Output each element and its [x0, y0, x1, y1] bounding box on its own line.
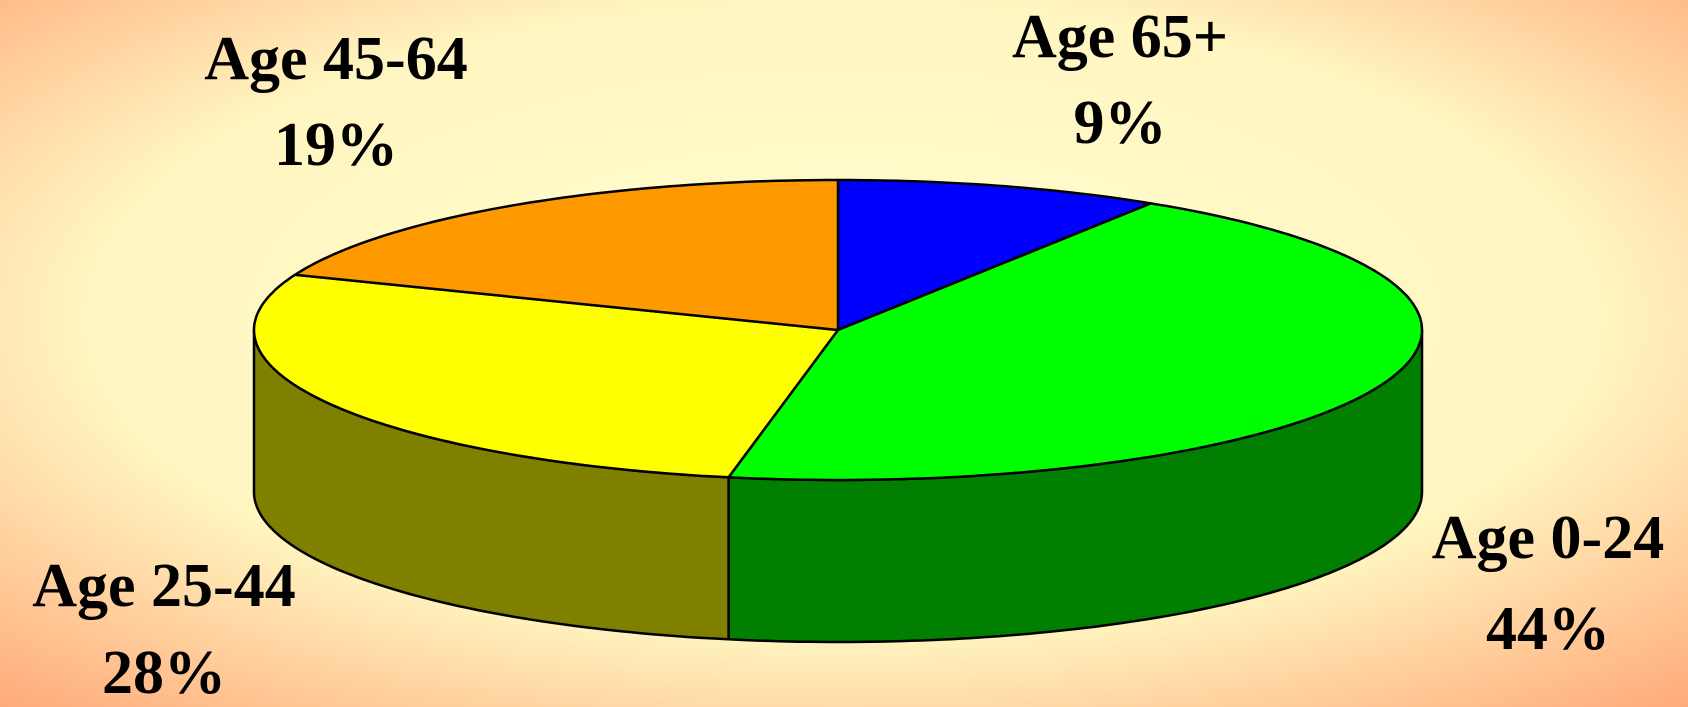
slice [293, 178, 840, 332]
slice-label: Age 45-64 [204, 25, 467, 93]
slice [836, 178, 1153, 332]
slice-value-label: 19% [274, 111, 398, 179]
slice-label: Age 0-24 [1432, 504, 1664, 572]
slice [252, 273, 840, 479]
slice-label: Age 25-44 [32, 552, 295, 620]
slice-label: Age 65+ [1012, 3, 1228, 71]
slice-value-label: 44% [1486, 595, 1610, 663]
slice-value-label: 28% [102, 639, 226, 707]
slice [727, 202, 1424, 482]
slice-value-label: 9% [1074, 89, 1167, 157]
